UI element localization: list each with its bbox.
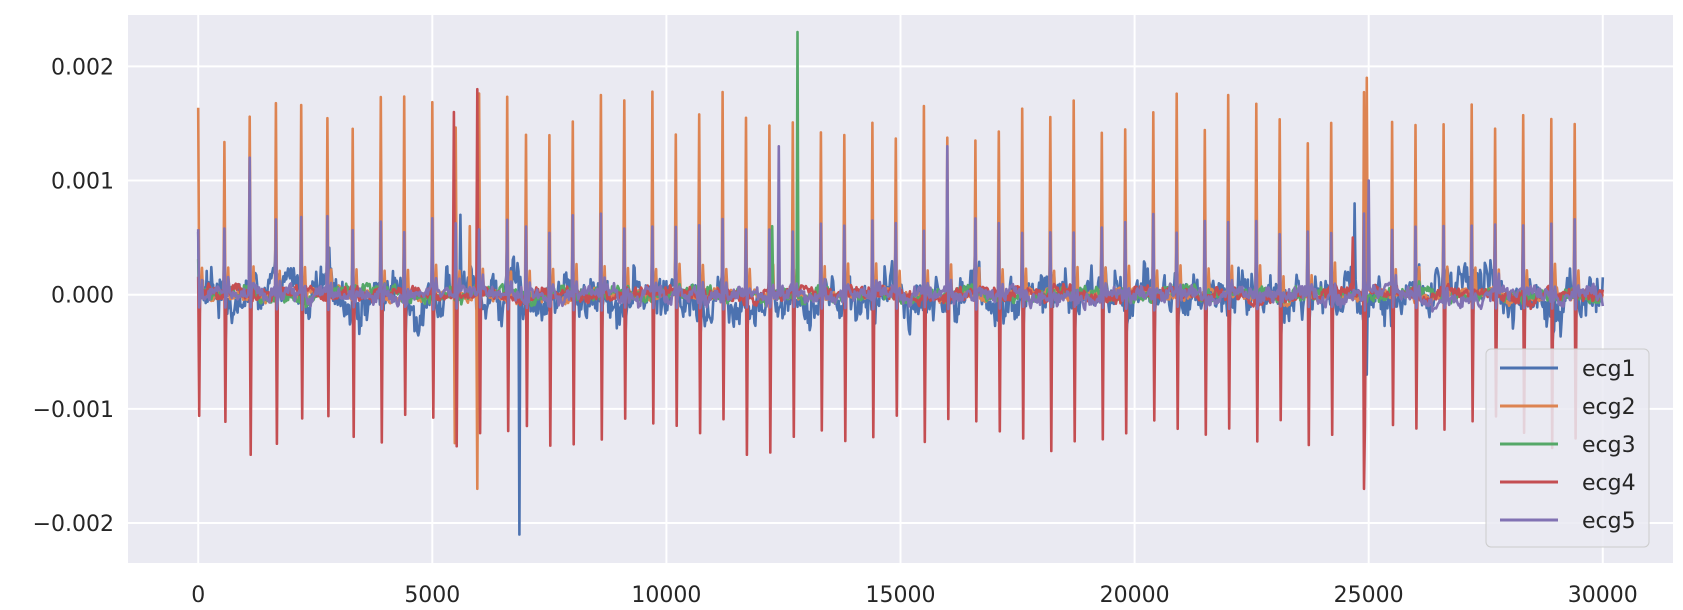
y-tick-label: 0.000	[51, 284, 114, 309]
x-tick-label: 25000	[1334, 583, 1404, 608]
legend-label-ecg3: ecg3	[1582, 433, 1636, 458]
y-tick-label: 0.001	[51, 170, 114, 195]
y-tick-label: −0.002	[33, 512, 114, 537]
legend-label-ecg1: ecg1	[1582, 357, 1636, 382]
legend-box	[1485, 348, 1650, 548]
y-tick-label: 0.002	[51, 55, 114, 80]
x-tick-label: 20000	[1100, 583, 1170, 608]
series-lines	[196, 30, 1605, 536]
legend-items: ecg1 ecg2 ecg3 ecg4 ecg5	[1500, 357, 1636, 534]
legend-label-ecg4: ecg4	[1582, 471, 1636, 496]
x-axis-tick-labels: 0 5000 10000 15000 20000 25000 30000	[191, 583, 1638, 608]
y-axis-tick-labels: 0.002 0.001 0.000 −0.001 −0.002	[33, 55, 114, 537]
x-tick-label: 5000	[404, 583, 460, 608]
x-tick-label: 30000	[1568, 583, 1638, 608]
x-tick-label: 15000	[866, 583, 936, 608]
x-tick-label: 10000	[631, 583, 701, 608]
x-tick-label: 0	[191, 583, 205, 608]
legend: ecg1 ecg2 ecg3 ecg4 ecg5	[1485, 348, 1650, 548]
y-tick-label: −0.001	[33, 398, 114, 423]
plot-area	[196, 30, 1605, 536]
legend-label-ecg2: ecg2	[1582, 395, 1636, 420]
legend-label-ecg5: ecg5	[1582, 509, 1636, 534]
series-line-ecg5	[196, 145, 1605, 313]
